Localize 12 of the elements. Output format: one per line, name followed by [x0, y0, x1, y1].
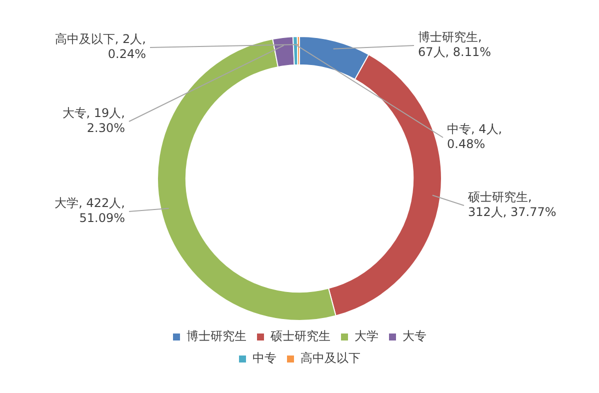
- legend-label: 大学: [354, 329, 378, 344]
- data-label: 中专, 4人, 0.48%: [447, 122, 502, 152]
- legend-label: 大专: [402, 329, 426, 344]
- data-label: 大学, 422人, 51.09%: [54, 196, 125, 226]
- data-label: 高中及以下, 2人, 0.24%: [54, 32, 146, 62]
- data-label: 博士研究生, 67人, 8.11%: [418, 30, 492, 60]
- legend-label: 博士研究生: [186, 329, 246, 344]
- legend-label: 中专: [252, 351, 276, 366]
- legend-label: 高中及以下: [300, 351, 360, 366]
- data-label: 大专, 19人, 2.30%: [62, 106, 125, 136]
- legend-label: 硕士研究生: [270, 329, 330, 344]
- data-label: 硕士研究生, 312人, 37.77%: [467, 190, 556, 220]
